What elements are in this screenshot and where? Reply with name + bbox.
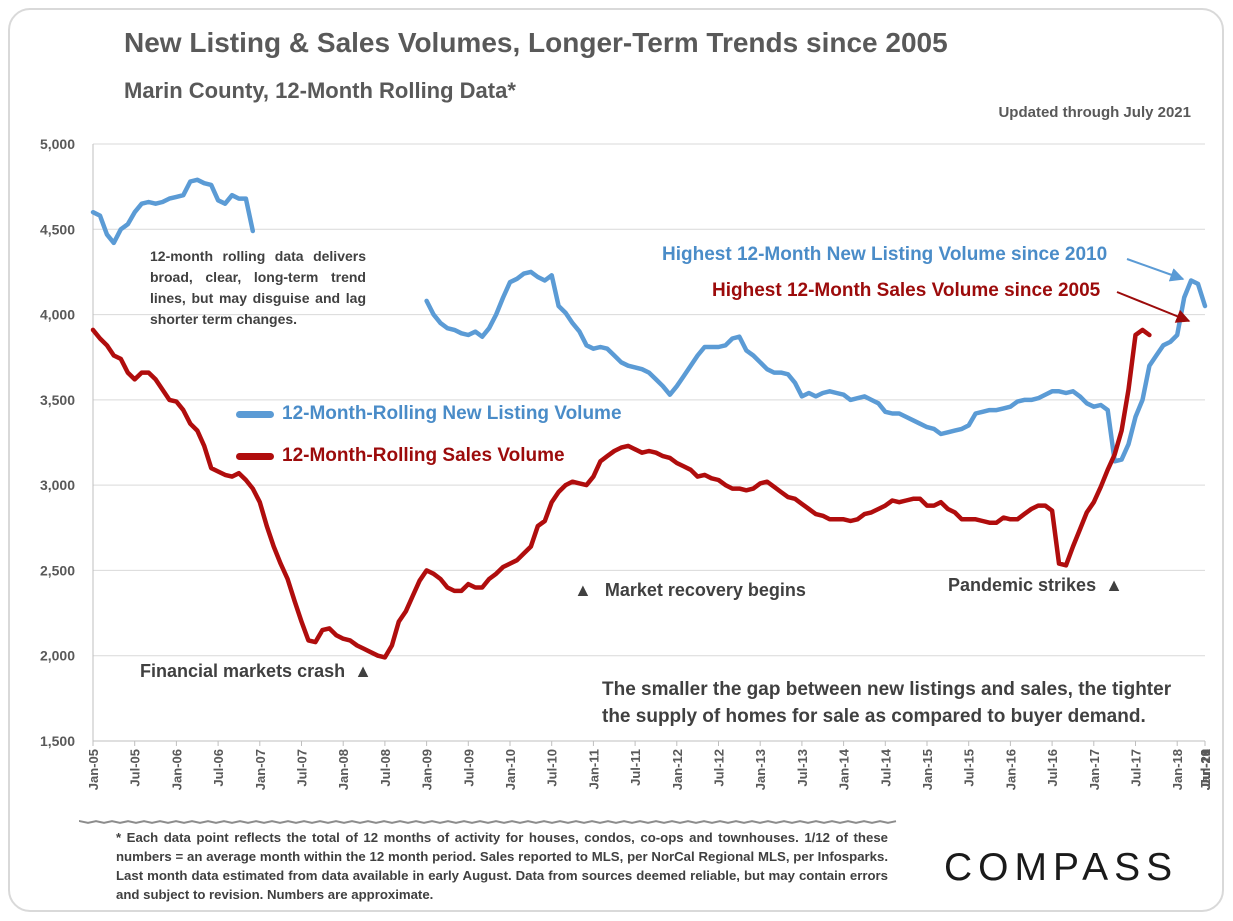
annotation-pandemic: Pandemic strikes ▲ (948, 575, 1123, 596)
x-tick-label: Jul-06 (211, 749, 226, 787)
x-tick-label: Jan-16 (1003, 749, 1018, 790)
updated-note: Updated through July 2021 (998, 104, 1191, 121)
x-tick-label: Jan-13 (753, 749, 768, 790)
annotation-crash-label: Financial markets crash (140, 661, 346, 681)
x-tick-label: Jan-21 (1198, 749, 1213, 790)
x-tick-label: Jul-21 (1198, 749, 1213, 787)
x-tick-label: Jan-18 (1170, 749, 1185, 790)
x-tick-label: Jul-09 (461, 749, 476, 787)
x-tick-label: Jan-12 (670, 749, 685, 790)
y-tick-label: 4,500 (40, 221, 75, 237)
axes: 1,500 2,000 2,500 3,000 3,500 4,000 4,500 5,000… (40, 136, 1213, 824)
x-tick-label: Jan-20 (1198, 749, 1213, 790)
x-tick-label: Jan-17 (1087, 749, 1102, 790)
x-tick-label: Jan-15 (920, 749, 935, 790)
annotation-recovery-label: Market recovery begins (604, 580, 806, 600)
x-tick-label: Jan-06 (169, 749, 184, 790)
x-tick-label: Jul-11 (628, 749, 643, 786)
supply-gap-line-1: The smaller the gap between new listings… (602, 679, 1172, 700)
legend-swatch-listing (236, 410, 274, 418)
x-tick-label: Jul-08 (378, 749, 393, 787)
supply-gap-line-2: the supply of homes for sale as compared… (602, 706, 1146, 727)
x-tick-label: Jan-07 (253, 749, 268, 790)
x-tick-label: Jul-10 (545, 749, 560, 787)
x-tick-label: Jan-11 (586, 749, 601, 789)
footnote-divider (79, 819, 897, 824)
x-tick-label: Jul-19 (1198, 749, 1213, 787)
triangle-up-icon: ▲ (1105, 575, 1123, 595)
y-tick-label: 3,000 (40, 477, 75, 493)
series-lines (90, 177, 1208, 660)
compass-logo: COMPASS (944, 846, 1179, 889)
y-tick-label: 1,500 (40, 733, 75, 749)
triangle-up-icon: ▲ (574, 580, 592, 600)
callout-arrow-sales (1116, 291, 1191, 323)
x-tick-label: Jul-07 (295, 749, 310, 787)
annotation-pandemic-label: Pandemic strikes (948, 575, 1097, 595)
series-line-listing (90, 177, 1208, 464)
x-tick-label: Jan-19 (1198, 749, 1213, 790)
x-tick-label: Jan-09 (420, 749, 435, 790)
callout-arrow-listing (1126, 258, 1185, 282)
callout-arrows (1116, 258, 1191, 323)
x-tick-label: Jul-17 (1129, 749, 1144, 787)
x-tick-label: Jul-13 (795, 749, 810, 787)
x-tick-label: Jul-05 (128, 749, 143, 787)
y-tick-label: 2,500 (40, 562, 75, 578)
x-tick-label: Jul-18 (1198, 749, 1213, 787)
callout-highest-listing: Highest 12-Month New Listing Volume sinc… (662, 244, 1108, 265)
y-tick-label: 2,000 (40, 648, 75, 664)
y-tick-label: 5,000 (40, 136, 75, 152)
x-tick-label: Jan-14 (837, 748, 852, 790)
supply-gap-note: The smaller the gap between new listings… (602, 676, 1171, 730)
legend-label-sales: 12-Month-Rolling Sales Volume (282, 445, 565, 466)
y-tick-label: 4,000 (40, 307, 75, 323)
x-tick-label: Jan-05 (86, 749, 101, 790)
annotation-crash: Financial markets crash ▲ (140, 661, 372, 682)
x-tick-label: Jul-15 (962, 749, 977, 787)
callout-highest-sales: Highest 12-Month Sales Volume since 2005 (712, 280, 1101, 301)
x-tick-label: Jul-16 (1045, 749, 1060, 787)
y-tick-label: 3,500 (40, 392, 75, 408)
footnote: * Each data point reflects the total of … (116, 830, 888, 902)
chart-title: New Listing & Sales Volumes, Longer-Term… (124, 27, 948, 58)
x-tick-label: Jul-20 (1198, 749, 1213, 787)
legend-item-sales: 12-Month-Rolling Sales Volume (236, 445, 565, 467)
x-tick-label: Jul-14 (878, 748, 893, 786)
x-tick-label: Jan-10 (503, 749, 518, 790)
legend-label-listing: 12-Month-Rolling New Listing Volume (282, 403, 622, 424)
legend-item-listing: 12-Month-Rolling New Listing Volume (236, 403, 622, 425)
series-line-sales (90, 327, 1152, 660)
legend-swatch-sales (236, 452, 274, 460)
x-tick-label: Jan-08 (336, 749, 351, 790)
triangle-up-icon: ▲ (354, 661, 372, 681)
annotation-recovery: ▲ Market recovery begins (574, 580, 806, 601)
chart-subtitle: Marin County, 12-Month Rolling Data* (124, 78, 516, 103)
rolling-data-note: 12-month rolling data delivers broad, cl… (150, 248, 366, 327)
gridlines (93, 143, 1205, 657)
x-tick-label: Jul-12 (712, 749, 727, 787)
